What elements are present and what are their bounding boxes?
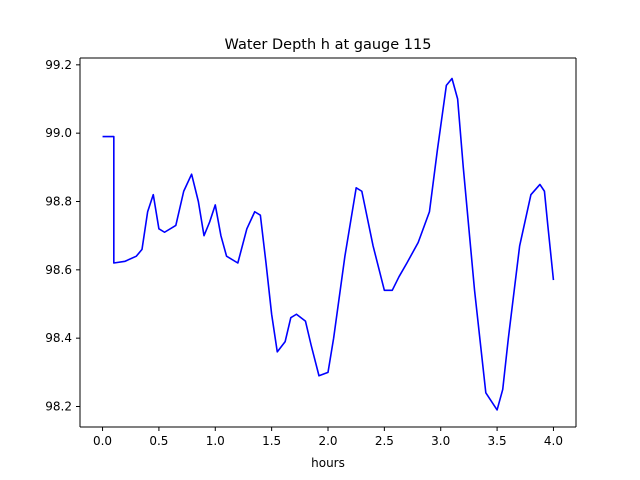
x-tick-label: 3.5 <box>488 434 507 448</box>
x-tick-label: 0.5 <box>149 434 168 448</box>
x-tick-label: 3.0 <box>431 434 450 448</box>
y-tick-label: 98.8 <box>45 195 72 209</box>
series-line-0 <box>102 77 555 411</box>
chart-title: Water Depth h at gauge 115 <box>225 37 432 53</box>
x-tick-label: 2.5 <box>375 434 394 448</box>
y-tick-label: 99.0 <box>45 126 72 140</box>
x-tick-label: 0.0 <box>93 434 112 448</box>
x-tick-label: 4.0 <box>544 434 563 448</box>
y-tick-label: 99.2 <box>45 58 72 72</box>
y-tick-label: 98.6 <box>45 263 72 277</box>
plot-area: 0.0 0.5 1.0 1.5 2.0 2.5 3.0 3.5 4.0 98.2 98.4 98.6 9… <box>45 57 577 448</box>
x-axis-label: hours <box>311 456 345 470</box>
x-tick-label: 1.0 <box>206 434 225 448</box>
x-tick-label: 1.5 <box>262 434 281 448</box>
y-tick-label: 98.4 <box>45 331 72 345</box>
x-tick-label: 2.0 <box>318 434 337 448</box>
y-tick-label: 98.2 <box>45 400 72 414</box>
